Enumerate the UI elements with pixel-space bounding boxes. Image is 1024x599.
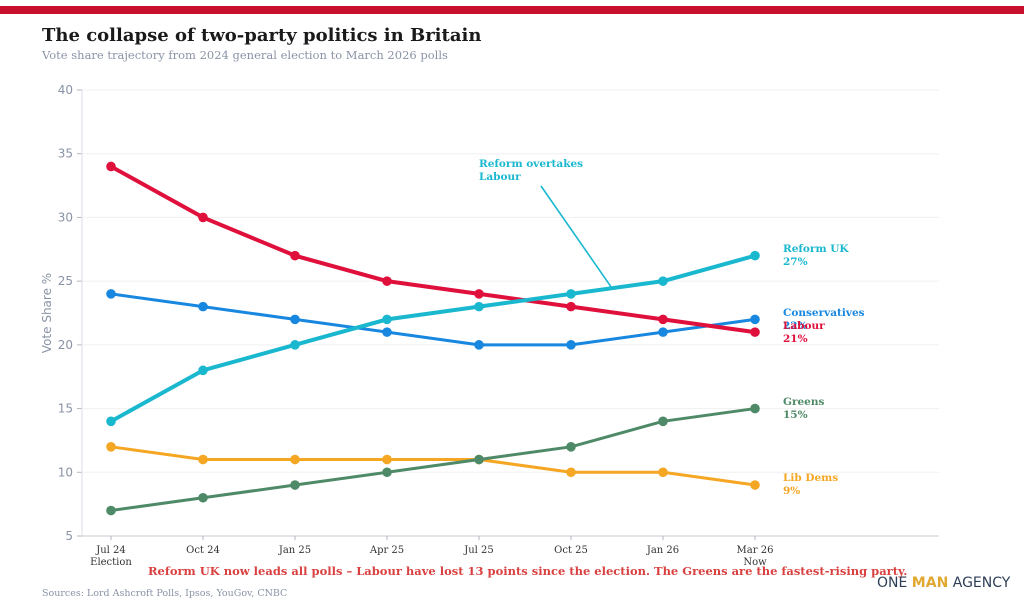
axes: 5 10 15 20 25 30 35 40 Vote Share % Jul 24Electio… [40,83,939,568]
plot-area [82,90,939,536]
point-reform-uk [474,301,484,312]
point-reform-uk [198,365,208,376]
line-lib-dems [109,445,757,487]
x-tick-label: Jan 25 [278,545,311,556]
point-reform-uk [658,276,668,286]
annotation-arrow [540,185,614,290]
point-conservatives [474,340,484,350]
point-reform-uk [750,250,760,261]
point-labour [290,250,300,261]
point-greens [198,492,208,503]
end-label-labour: Labour [783,320,825,332]
line-reform-uk [109,253,757,424]
y-tick-label: 5 [65,529,73,543]
end-value-reform-uk: 27% [783,256,808,268]
point-reform-uk [290,340,300,350]
end-label-reform-uk: Reform UK [783,243,849,255]
point-labour [382,276,392,286]
point-labour [750,327,760,337]
line-labour [109,164,757,335]
x-tick-label: Jan 26 [646,545,679,556]
point-greens [658,416,668,427]
point-greens [750,403,760,414]
point-conservatives [658,327,668,337]
point-labour [658,314,668,325]
series-greens [106,403,760,516]
brand-part-3: AGENCY [948,575,1011,591]
point-labour [474,289,484,299]
end-label-conservatives: Conservatives [783,307,865,319]
point-labour [566,301,576,312]
end-label-greens: Greens [783,396,824,408]
end-label-lib-dems: Lib Dems [783,472,838,484]
point-reform-uk [382,314,392,325]
end-value-greens: 15% [783,409,808,421]
takeaway-note: Reform UK now leads all polls – Labour h… [148,564,908,578]
y-tick-label: 20 [58,338,73,352]
brand-logo: ONE MAN AGENCY [877,575,1010,591]
end-value-labour: 21% [783,333,808,345]
x-tick-label: Jul 25 [463,545,494,556]
series-labour [106,161,760,337]
point-greens [290,480,300,490]
line-conservatives [109,292,757,347]
point-lib-dems [566,467,576,478]
line-greens [109,407,757,513]
brand-part-2: MAN [911,575,949,591]
point-conservatives [382,327,392,337]
point-reform-uk [566,289,576,299]
x-tick-label: Jul 24 [95,545,126,556]
x-tick-label: Mar 26 [737,545,774,556]
point-greens [474,454,484,465]
series-conservatives [106,289,760,350]
x-tick-label: Oct 24 [186,545,220,556]
point-conservatives [750,314,760,325]
point-lib-dems [382,454,392,465]
y-tick-label: 40 [58,83,73,97]
point-lib-dems [750,480,760,490]
point-reform-uk [106,416,116,427]
point-labour [198,212,208,223]
annotation-text: Labour [479,171,521,183]
top-accent-bar [0,6,1024,14]
point-lib-dems [658,467,668,478]
annotation-text: Reform overtakes [479,158,583,170]
sources-note: Sources: Lord Ashcroft Polls, Ipsos, You… [42,588,288,599]
point-greens [382,467,392,478]
point-conservatives [106,289,116,299]
point-conservatives [290,314,300,325]
point-labour [106,161,116,172]
gridlines [82,89,939,536]
y-tick-label: 15 [58,402,73,416]
end-value-conservatives: 22% [783,320,808,332]
point-conservatives [566,340,576,350]
point-lib-dems [290,454,300,465]
chart-title: The collapse of two-party politics in Br… [42,25,482,46]
series-reform-uk [106,250,760,427]
end-value-lib-dems: 9% [783,485,800,497]
x-tick-label: Apr 25 [369,545,404,556]
y-tick-label: 35 [58,147,73,161]
chart-subtitle: Vote share trajectory from 2024 general … [42,48,448,62]
series-lines [106,161,760,516]
point-greens [566,442,576,452]
y-tick-label: 30 [58,210,73,224]
y-tick-label: 10 [58,465,73,479]
x-tick-sublabel: Now [743,557,767,568]
brand-part-1: ONE [877,575,912,591]
y-axis-title: Vote Share % [40,273,54,353]
y-tick-label: 25 [58,274,73,288]
point-lib-dems [106,442,116,452]
point-lib-dems [198,454,208,465]
point-conservatives [198,301,208,312]
x-tick-label: Oct 25 [554,545,588,556]
point-greens [106,505,116,516]
x-tick-sublabel: Election [90,557,132,568]
